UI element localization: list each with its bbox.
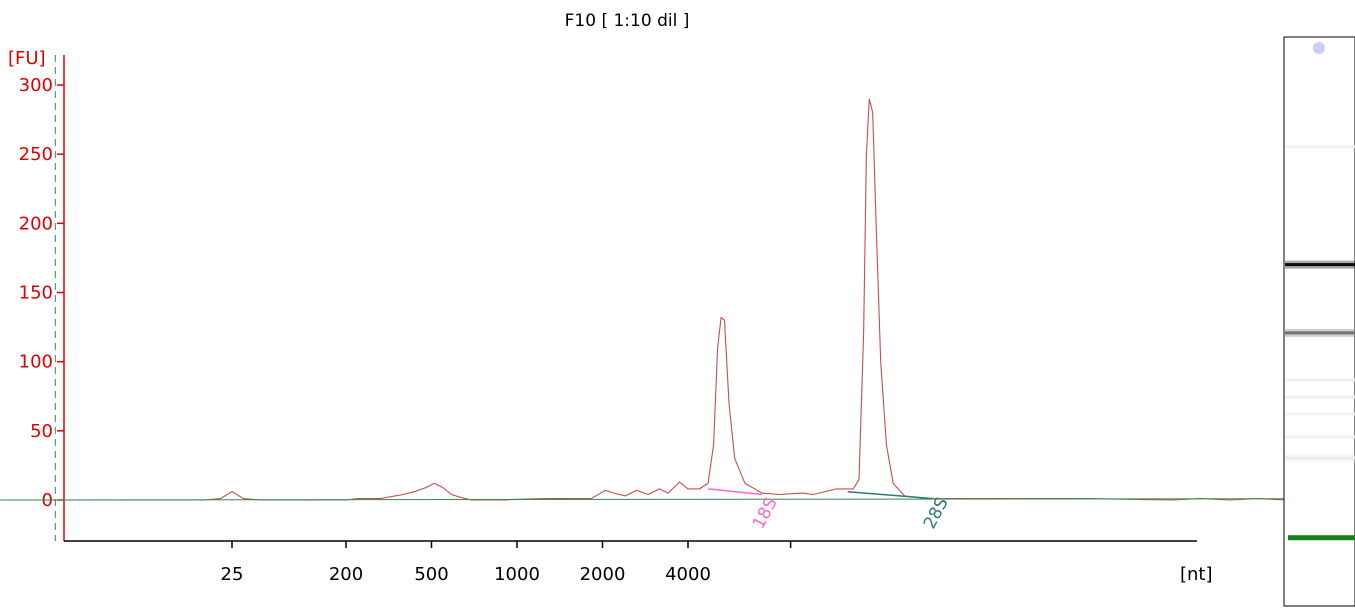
gel-marker-band xyxy=(1288,535,1355,541)
x-tick-label: 2000 xyxy=(580,564,626,585)
y-tick-label: 250 xyxy=(19,144,53,165)
gel-faint-smear xyxy=(1285,378,1355,382)
x-axis-unit: [nt] xyxy=(1180,564,1213,585)
baseline-trace xyxy=(0,498,1355,501)
gel-faint-smear xyxy=(1285,395,1355,399)
gel-lane-frame xyxy=(1283,36,1355,607)
electropherogram-trace xyxy=(0,98,1355,501)
peak-label: 18S xyxy=(749,494,782,532)
x-tick-label: 4000 xyxy=(665,564,711,585)
x-tick-label: 25 xyxy=(221,564,244,585)
x-tick-label: 500 xyxy=(414,564,448,585)
peak-label: 28S xyxy=(920,494,953,532)
gel-band xyxy=(1285,263,1355,267)
x-tick-label: 200 xyxy=(329,564,363,585)
y-tick-label: 200 xyxy=(19,213,53,234)
gel-faint-smear xyxy=(1285,435,1355,439)
y-tick-label: 100 xyxy=(19,352,53,373)
gel-faint-smear xyxy=(1285,412,1355,416)
y-tick-label: 150 xyxy=(19,283,53,304)
peak-baseline xyxy=(707,488,763,496)
y-tick-label: 50 xyxy=(30,421,53,442)
y-tick-label: 300 xyxy=(19,75,53,96)
gel-well-dot xyxy=(1313,42,1325,54)
chart-title: F10 [ 1:10 dil ] xyxy=(565,11,690,31)
gel-lane xyxy=(1283,36,1355,607)
peak-baseline xyxy=(847,490,934,500)
y-axis-unit: [FU] xyxy=(8,48,46,69)
gel-band xyxy=(1285,456,1355,460)
x-tick-label: 1000 xyxy=(494,564,540,585)
gel-faint-smear xyxy=(1285,145,1355,149)
gel-band xyxy=(1285,331,1355,335)
